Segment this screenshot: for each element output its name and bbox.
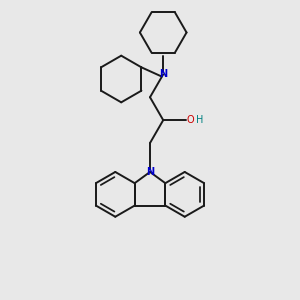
Text: N: N	[146, 167, 154, 177]
Text: O: O	[187, 115, 194, 125]
Text: H: H	[196, 115, 203, 125]
Text: N: N	[159, 69, 167, 79]
